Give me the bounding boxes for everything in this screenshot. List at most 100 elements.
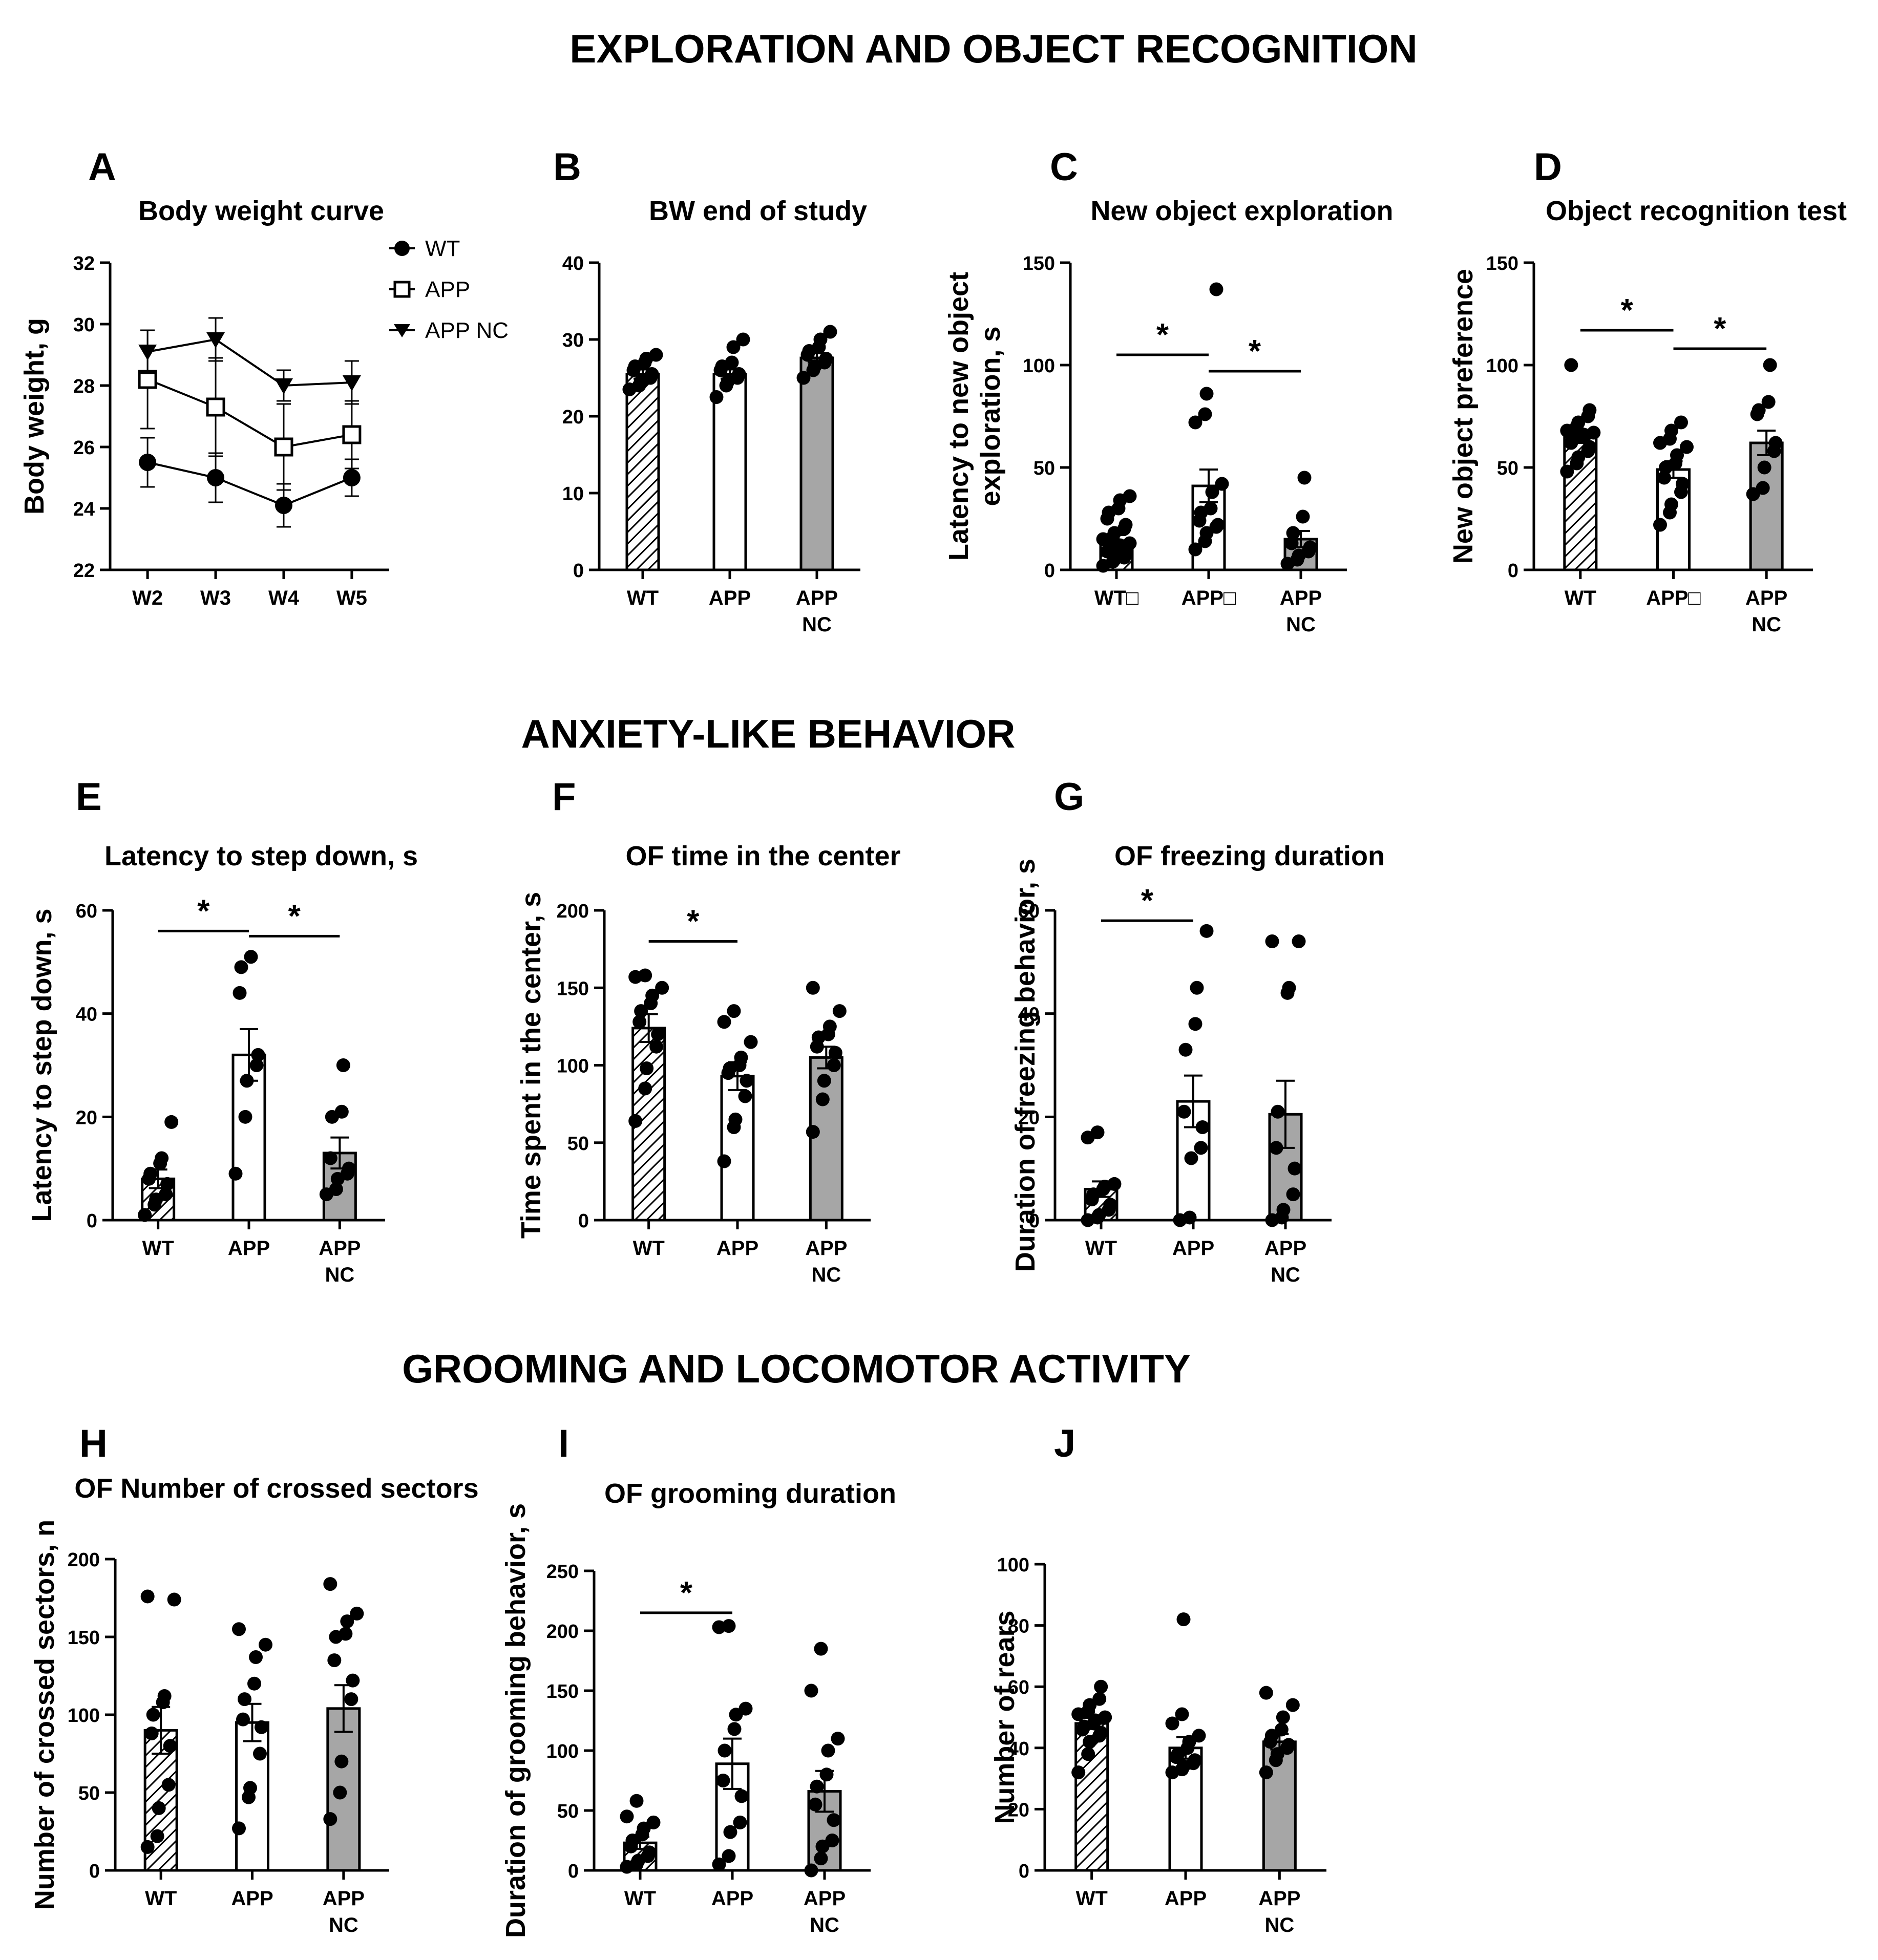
chart-panel-h: H OF Number of crossed sectors 0 50 100 150 20… [29,1422,479,1936]
section-title-anxiety: ANXIETY-LIKE BEHAVIOR [521,711,1016,756]
data-point [827,1058,841,1072]
data-point [1183,1210,1197,1225]
x-tick-label-line: NC [1271,1264,1300,1286]
data-point [234,960,248,974]
data-point [157,1689,172,1703]
data-point [638,968,652,983]
y-tick-label: 20 [76,1107,97,1128]
chart-panel-d: D Object recognition test 0 50 100 150 New obj… [1448,145,1847,636]
data-point [718,1743,732,1758]
data-point [150,1829,164,1843]
x-tick-label: WT [633,1237,665,1260]
y-tick-label: 0 [573,560,584,582]
chart-title: New object exploration [1090,196,1393,226]
data-point [159,1187,173,1202]
data-point [814,1642,828,1656]
data-point [251,1048,265,1062]
data-point [1209,282,1223,296]
x-tick-label-line: APP [805,1237,847,1260]
data-point-circle [343,469,361,486]
data-point [804,1863,818,1878]
data-point [1664,423,1678,438]
significance-star: * [1156,317,1169,353]
y-axis-label: Duration of grooming behavior, s [500,1503,531,1938]
data-point [1184,1151,1198,1165]
significance-star: * [680,1575,693,1611]
data-point [1756,481,1770,495]
chart-panel-a: A Body weight curve 22 24 26 28 30 32 Body weigh… [19,145,509,609]
y-axis-label: Duration of freezing behavior, s [1010,859,1041,1272]
data-point [329,1182,343,1196]
data-point [727,1722,742,1736]
data-point [727,1004,741,1018]
x-tick-label: APP NC [796,587,838,636]
data-point [717,1015,731,1029]
data-point [1276,1203,1291,1217]
data-point [632,1015,647,1029]
x-tick-label-line: NC [811,1264,841,1286]
x-tick-label: APP NC [1264,1237,1306,1286]
y-tick-label: 20 [562,407,584,428]
y-axis-label-line: Latency to new object [943,272,974,561]
data-point [1582,403,1597,417]
y-tick-label: 100 [546,1741,579,1762]
data-point [740,1074,754,1088]
data-point [336,1058,350,1072]
data-point [327,1653,342,1668]
data-point [167,1592,181,1607]
data-point [152,1801,166,1815]
y-axis-label: Number of crossed sectors, n [29,1520,60,1910]
y-tick-label: 50 [557,1801,579,1822]
chart-panel-i: I OF grooming duration 0 50 100 150 200 250 Dura… [500,1422,896,1938]
data-point [726,340,741,354]
data-point [1676,477,1690,491]
chart-title: OF grooming duration [604,1478,896,1509]
x-tick-label: APP NC [1280,587,1322,636]
chart-title: OF time in the center [625,841,900,871]
data-point [1107,1177,1122,1191]
data-point [723,1825,737,1839]
chart-panel-c: C New object exploration 0 50 100 150 Latency … [943,145,1394,636]
data-point [822,1019,837,1034]
data-point [1286,1187,1300,1202]
data-point [238,1692,251,1707]
y-tick-label: 100 [1023,355,1055,377]
bar-2 [799,356,834,571]
data-point [1188,1017,1202,1031]
data-point [346,1673,360,1688]
data-point [238,1110,252,1124]
y-tick-label: 0 [1029,1210,1040,1232]
data-point [655,981,669,995]
data-point [1188,542,1202,557]
data-point [738,1701,753,1716]
data-point [722,1849,736,1863]
data-point-triangle [342,375,361,391]
data-point [629,1794,644,1808]
data-point [163,1739,177,1753]
x-tick-label: W3 [200,587,231,609]
data-point [1098,1710,1112,1724]
y-tick-label: 22 [73,560,95,582]
data-point [1564,358,1578,372]
y-tick-label: 26 [73,437,95,459]
data-point [628,1114,643,1128]
data-point [249,1650,263,1665]
data-point [1092,1692,1107,1706]
data-point [333,1785,347,1800]
legend-marker-triangle [394,324,410,337]
data-point-triangle [138,345,157,360]
data-point [1199,387,1214,401]
series-line-1 [147,378,352,449]
data-point [828,1046,842,1060]
data-point [1123,489,1137,503]
significance-star: * [1249,334,1261,369]
data-point [1178,1042,1193,1057]
y-axis-label: Latency to new objectexploration, s [943,272,1006,561]
x-tick-label-line: APP [796,587,838,609]
data-point [825,1834,839,1847]
panel-letter: A [88,145,116,189]
data-point [1757,460,1771,475]
y-tick-label: 150 [1023,253,1055,274]
x-tick-label: APP NC [1258,1887,1300,1936]
data-point [1560,464,1574,479]
